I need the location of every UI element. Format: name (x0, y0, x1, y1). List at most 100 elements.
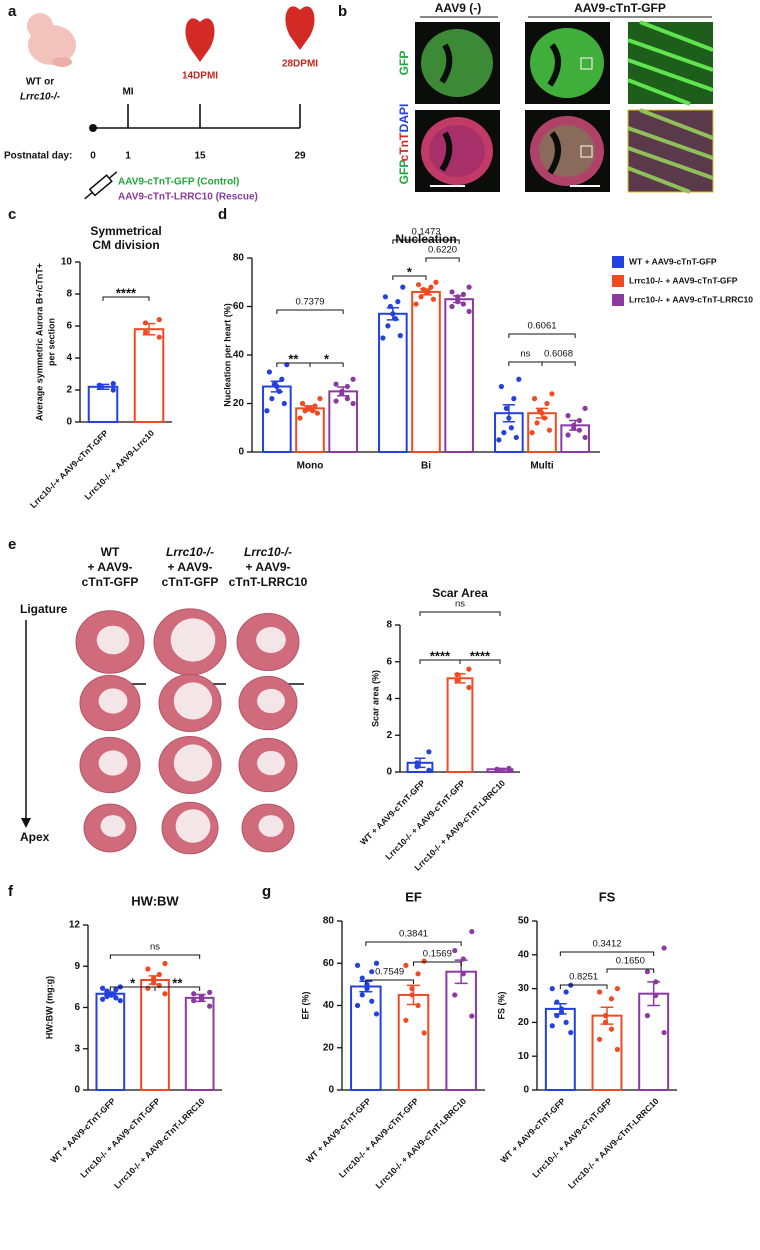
y-tick-label: 0 (74, 1085, 80, 1096)
data-point (546, 427, 553, 433)
section-bottom-label: Apex (20, 830, 50, 844)
significance-bracket (419, 611, 501, 616)
bar (446, 677, 474, 773)
data-point (113, 995, 119, 1001)
chart-title: CM division (92, 238, 159, 252)
data-point (380, 335, 386, 341)
y-tick-label: 80 (323, 916, 335, 927)
data-point (110, 381, 116, 387)
y-axis-label: FS (%) (496, 991, 506, 1019)
heart-icon (285, 6, 315, 50)
error-bar (647, 981, 661, 1007)
data-point (350, 400, 356, 407)
data-point (531, 396, 538, 402)
chart-title: Nucleation (395, 232, 456, 246)
data-point (299, 400, 306, 407)
significance-bracket (508, 361, 543, 366)
y-tick-label: 10 (61, 257, 73, 268)
y-tick-label: 0 (328, 1085, 334, 1096)
bar (445, 970, 477, 1092)
y-tick-label: 40 (233, 350, 245, 361)
data-point (466, 284, 472, 290)
data-point (496, 437, 502, 443)
section-header: + AAV9- (245, 560, 290, 574)
ventricle-cavity (257, 750, 285, 776)
data-point (314, 410, 321, 416)
panel-letter: e (8, 536, 16, 553)
bar (397, 993, 430, 1091)
data-point (414, 763, 420, 770)
arrow-head (21, 818, 31, 828)
data-point (469, 1013, 475, 1019)
y-tick-label: 20 (233, 398, 245, 409)
significance-label: ** (172, 975, 183, 990)
data-point (498, 383, 504, 390)
micrograph-row (415, 20, 714, 106)
data-point (644, 969, 651, 975)
data-point (565, 432, 571, 438)
data-point (403, 962, 409, 968)
data-point (516, 376, 522, 382)
legend-label: Lrrc10-/- + AAV9-cTnT-LRRC10 (629, 294, 753, 304)
x-tick-label: Lrrc10-/- + AAV9-cTnT-GFP (530, 1096, 614, 1180)
chart-title: FS (599, 889, 616, 904)
significance-label: 0.7549 (375, 967, 404, 978)
ventricle-cavity (175, 809, 211, 843)
data-point (359, 992, 365, 998)
data-point (162, 960, 168, 967)
data-point (449, 289, 455, 295)
data-point (452, 947, 458, 954)
y-tick-label: 60 (233, 301, 245, 312)
group-label: WT or (26, 77, 54, 88)
data-point (565, 413, 571, 419)
legend-swatch (612, 294, 624, 306)
data-point (145, 966, 151, 972)
data-point (596, 1036, 603, 1042)
event-label: 14DPMI (182, 71, 218, 82)
y-tick-label: 12 (69, 920, 81, 931)
data-point (96, 382, 103, 388)
y-axis-label: Nucleation per heart (%) (222, 303, 232, 407)
data-point (369, 998, 375, 1004)
data-point (369, 969, 375, 975)
significance-label: **** (470, 648, 491, 663)
significance-bracket (606, 968, 655, 973)
significance-bracket (365, 941, 462, 946)
data-point (568, 1029, 574, 1036)
bar (184, 996, 215, 1091)
data-point (549, 986, 555, 992)
y-tick-label: 6 (66, 321, 72, 332)
y-tick-label: 30 (518, 983, 530, 994)
row-label: cTnT (397, 132, 411, 161)
data-point (117, 998, 123, 1004)
error-bar (303, 405, 317, 412)
significance-label: 0.6068 (544, 349, 573, 360)
day-label: 15 (194, 151, 206, 162)
y-tick-label: 6 (74, 1002, 80, 1013)
panel-letter: g (262, 883, 271, 900)
syringe-icon (84, 171, 118, 200)
ventricle-cavity (257, 688, 285, 714)
legend-swatch (612, 275, 624, 287)
data-point (162, 991, 168, 997)
y-tick-label: 0 (238, 447, 244, 458)
panel-letter: d (218, 206, 227, 223)
ventricle-cavity (256, 626, 286, 654)
chart-title: Scar Area (432, 586, 488, 600)
section-header: cTnT-LRRC10 (229, 575, 308, 589)
y-tick-label: 40 (518, 949, 530, 960)
day-label: 29 (294, 151, 306, 162)
data-point (614, 986, 621, 992)
panel-letter: c (8, 206, 16, 223)
data-point (264, 408, 270, 414)
y-tick-label: 0 (66, 417, 72, 428)
data-point (421, 1030, 427, 1036)
significance-label: 0.1569 (423, 949, 452, 960)
genotype-label: Lrrc10-/- (20, 92, 61, 103)
significance-label: 0.1650 (616, 956, 645, 967)
error-bar (406, 984, 421, 1006)
section-header: cTnT-GFP (162, 575, 219, 589)
y-axis-label: Average symmetric Aurora B+/cTnT+ (34, 263, 44, 421)
data-point (207, 1003, 213, 1009)
bar (328, 390, 358, 453)
